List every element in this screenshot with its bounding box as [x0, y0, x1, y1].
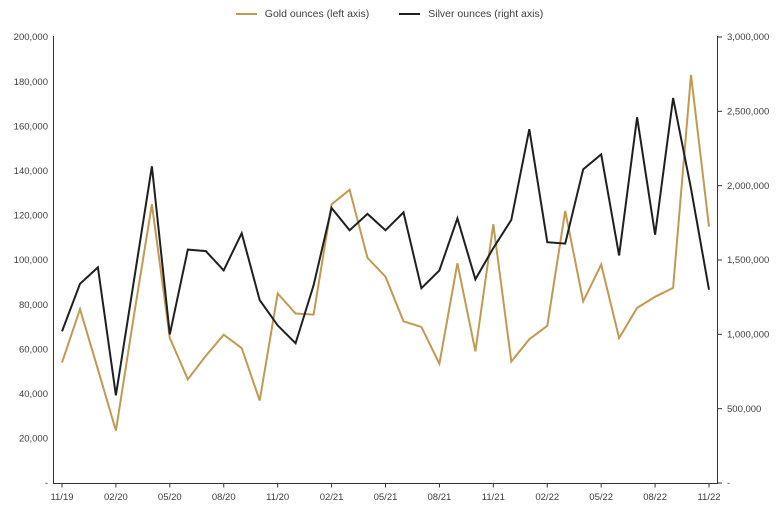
y-axis-label-left: 100,000	[14, 255, 48, 266]
y-axis-label-right: 2,500,000	[727, 107, 769, 118]
y-axis-label-left: 120,000	[14, 211, 48, 222]
x-axis-label: 11/19	[50, 492, 73, 503]
x-axis-label: 11/20	[266, 492, 289, 503]
x-axis-label: 11/22	[697, 492, 720, 503]
y-axis-label-left: 20,000	[19, 434, 48, 445]
x-axis-label: 02/22	[535, 492, 559, 503]
legend-item-gold[interactable]: Gold ounces (left axis)	[235, 8, 370, 20]
x-axis-label: 02/21	[320, 492, 344, 503]
y-axis-label-right: 3,000,000	[727, 32, 769, 43]
legend-label-gold: Gold ounces (left axis)	[264, 8, 370, 20]
y-axis-label-left: 40,000	[19, 389, 48, 400]
x-axis-label: 05/20	[158, 492, 182, 503]
right-axis-labels: 3,000,000 2,500,000 2,000,000 1,500,000 1,00…	[727, 32, 769, 489]
silver-line-swatch	[399, 12, 421, 16]
series-lines	[61, 74, 710, 431]
y-axis-label-left: 60,000	[19, 344, 48, 355]
y-axis-label-left: 80,000	[19, 300, 48, 311]
axis-ticks	[61, 36, 722, 488]
x-axis-labels: 11/19 02/20 05/20 08/20 11/20 02/21 05/21 08/21…	[50, 492, 720, 503]
x-axis-label: 08/22	[643, 492, 667, 503]
y-axis-label-right: 500,000	[727, 404, 761, 415]
x-axis-label: 05/22	[589, 492, 613, 503]
y-axis-label-left: 180,000	[14, 77, 48, 88]
chart-legend: Gold ounces (left axis) Silver ounces (r…	[0, 8, 779, 20]
silver-line[interactable]	[61, 97, 710, 396]
y-axis-label-left: -	[45, 478, 48, 489]
axes	[53, 36, 718, 484]
legend-label-silver: Silver ounces (right axis)	[428, 8, 544, 20]
y-axis-label-right: 1,000,000	[727, 330, 769, 341]
x-axis-label: 02/20	[104, 492, 128, 503]
y-axis-label-left: 200,000	[14, 32, 48, 43]
x-axis-label: 05/21	[374, 492, 398, 503]
y-axis-label-left: 160,000	[14, 121, 48, 132]
y-axis-label-right: 1,500,000	[727, 255, 769, 266]
y-axis-label-left: 140,000	[14, 166, 48, 177]
x-axis-label: 08/21	[428, 492, 452, 503]
y-axis-label-right: 2,000,000	[727, 181, 769, 192]
legend-item-silver[interactable]: Silver ounces (right axis)	[399, 8, 543, 20]
gold-line-swatch	[235, 12, 257, 16]
left-axis-labels: 200,000 180,000 160,000 140,000 120,000 100,0…	[14, 32, 48, 489]
y-axis-label-right: -	[727, 478, 730, 489]
x-axis-label: 11/21	[482, 492, 505, 503]
gold-line[interactable]	[61, 74, 710, 431]
x-axis-label: 08/20	[212, 492, 236, 503]
